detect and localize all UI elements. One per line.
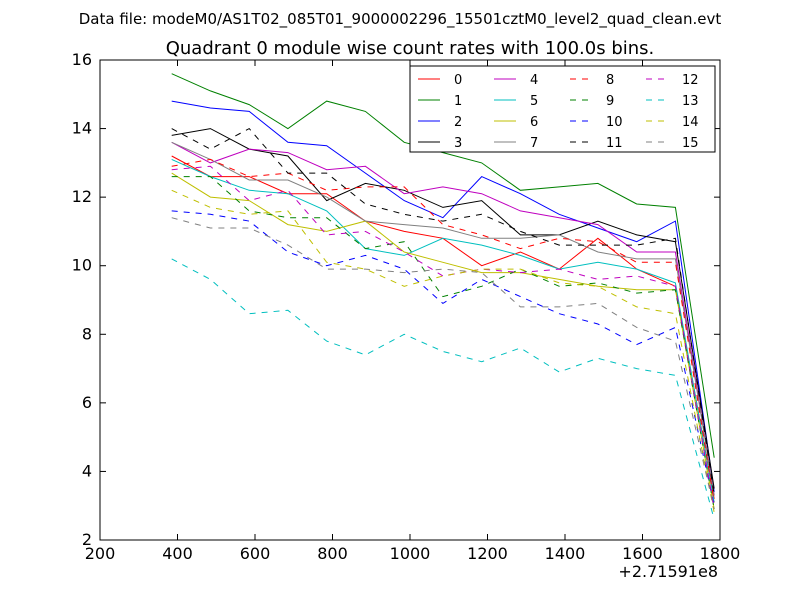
legend-label-1: 1 bbox=[454, 94, 462, 109]
series-line-15 bbox=[171, 217, 715, 510]
series-line-9 bbox=[171, 176, 715, 510]
legend-label-15: 15 bbox=[682, 136, 699, 151]
series-line-3 bbox=[171, 128, 715, 489]
x-tick-label: 200 bbox=[85, 544, 116, 563]
x-offset-label: +2.71591e8 bbox=[618, 562, 718, 581]
chart-title: Quadrant 0 module wise count rates with … bbox=[166, 38, 655, 59]
x-tick-label: 400 bbox=[162, 544, 193, 563]
legend-label-6: 6 bbox=[530, 115, 538, 130]
series-line-8 bbox=[171, 158, 715, 503]
series-line-2 bbox=[171, 100, 715, 493]
legend-label-7: 7 bbox=[530, 136, 538, 151]
series-line-13 bbox=[171, 258, 715, 520]
y-tick-label: 12 bbox=[72, 187, 92, 206]
legend-label-2: 2 bbox=[454, 115, 462, 130]
axis-ticks: 200 400 600 800 1000 1200 1400 1600 180024681012… bbox=[72, 50, 741, 563]
x-tick-label: 1800 bbox=[700, 544, 741, 563]
legend-label-9: 9 bbox=[606, 94, 614, 109]
y-tick-label: 8 bbox=[82, 324, 92, 343]
series-line-5 bbox=[171, 158, 715, 503]
x-tick-label: 1600 bbox=[622, 544, 663, 563]
series-line-10 bbox=[171, 210, 715, 506]
legend-label-14: 14 bbox=[682, 115, 699, 130]
series-line-14 bbox=[171, 189, 715, 513]
y-tick-label: 6 bbox=[82, 393, 92, 412]
series-line-6 bbox=[171, 172, 715, 510]
legend-label-0: 0 bbox=[454, 73, 462, 88]
chart-suptitle: Data file: modeM0/AS1T02_085T01_90000022… bbox=[79, 10, 722, 29]
y-tick-label: 16 bbox=[72, 50, 92, 69]
series-layer bbox=[171, 73, 715, 520]
y-tick-label: 10 bbox=[72, 256, 92, 275]
x-tick-label: 1400 bbox=[545, 544, 586, 563]
x-tick-label: 600 bbox=[240, 544, 271, 563]
y-tick-label: 4 bbox=[82, 461, 92, 480]
legend-box bbox=[409, 65, 716, 153]
legend-label-4: 4 bbox=[530, 73, 538, 88]
y-tick-label: 14 bbox=[72, 119, 92, 138]
legend-label-10: 10 bbox=[606, 115, 623, 130]
legend-label-13: 13 bbox=[682, 94, 699, 109]
legend-label-12: 12 bbox=[682, 73, 699, 88]
legend-label-5: 5 bbox=[530, 94, 538, 109]
x-tick-label: 800 bbox=[317, 544, 348, 563]
series-line-4 bbox=[171, 141, 715, 496]
x-tick-label: 1200 bbox=[467, 544, 508, 563]
y-tick-label: 2 bbox=[82, 530, 92, 549]
series-line-1 bbox=[171, 73, 715, 458]
legend-label-3: 3 bbox=[454, 136, 462, 151]
series-line-7 bbox=[171, 141, 715, 496]
legend-label-8: 8 bbox=[606, 73, 614, 88]
legend-label-11: 11 bbox=[606, 136, 623, 151]
series-line-11 bbox=[171, 127, 715, 496]
x-tick-label: 1000 bbox=[390, 544, 431, 563]
